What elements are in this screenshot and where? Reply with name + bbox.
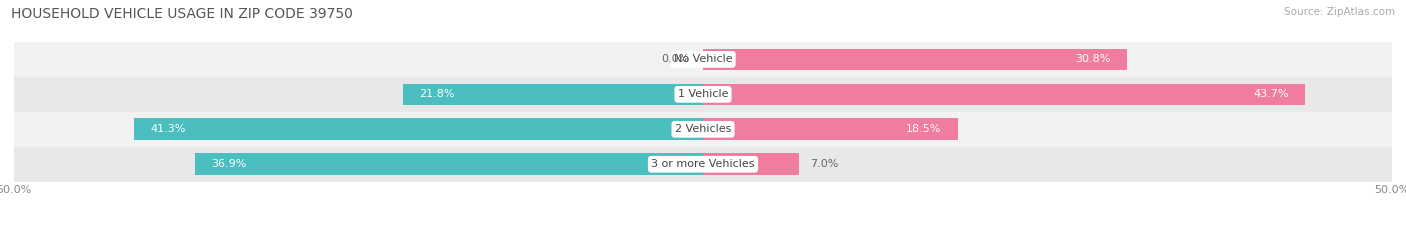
Text: 41.3%: 41.3% bbox=[150, 124, 186, 134]
Text: 30.8%: 30.8% bbox=[1076, 55, 1111, 64]
Bar bbox=[14, 147, 1392, 182]
Bar bbox=[14, 77, 1392, 112]
Bar bbox=[14, 112, 1392, 147]
Bar bbox=[14, 42, 1392, 77]
Text: 36.9%: 36.9% bbox=[211, 159, 246, 169]
Text: 21.8%: 21.8% bbox=[419, 89, 454, 99]
Text: 7.0%: 7.0% bbox=[810, 159, 839, 169]
Text: 0.0%: 0.0% bbox=[661, 55, 689, 64]
Text: 2 Vehicles: 2 Vehicles bbox=[675, 124, 731, 134]
Text: HOUSEHOLD VEHICLE USAGE IN ZIP CODE 39750: HOUSEHOLD VEHICLE USAGE IN ZIP CODE 3975… bbox=[11, 7, 353, 21]
Bar bbox=[194, 153, 703, 175]
Bar bbox=[703, 49, 1128, 70]
Bar bbox=[703, 153, 800, 175]
Text: 18.5%: 18.5% bbox=[905, 124, 942, 134]
Bar bbox=[134, 118, 703, 140]
Text: 3 or more Vehicles: 3 or more Vehicles bbox=[651, 159, 755, 169]
Text: Source: ZipAtlas.com: Source: ZipAtlas.com bbox=[1284, 7, 1395, 17]
Text: 43.7%: 43.7% bbox=[1253, 89, 1289, 99]
Legend: Owner-occupied, Renter-occupied: Owner-occupied, Renter-occupied bbox=[586, 230, 820, 233]
Bar bbox=[703, 83, 1305, 105]
Text: 1 Vehicle: 1 Vehicle bbox=[678, 89, 728, 99]
Bar bbox=[703, 118, 957, 140]
Text: No Vehicle: No Vehicle bbox=[673, 55, 733, 64]
Bar bbox=[402, 83, 703, 105]
